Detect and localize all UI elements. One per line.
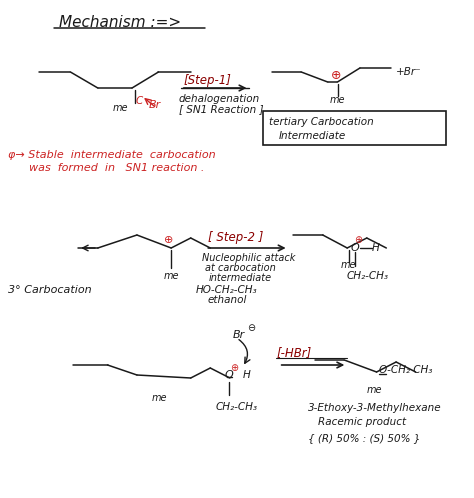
Text: O: O (225, 370, 234, 380)
Text: ⊕: ⊕ (230, 363, 238, 373)
Text: me: me (367, 385, 382, 395)
Text: [ Step-2 ]: [ Step-2 ] (209, 231, 264, 244)
FancyBboxPatch shape (263, 111, 446, 145)
Text: ⊕: ⊕ (354, 235, 362, 245)
Text: dehalogenation: dehalogenation (179, 94, 260, 104)
Text: H: H (372, 243, 379, 253)
Text: me: me (340, 260, 356, 270)
Text: Mechanism :=>: Mechanism :=> (59, 14, 181, 29)
Text: [-HBr]: [-HBr] (277, 347, 312, 360)
Text: me: me (112, 103, 128, 113)
Text: intermediate: intermediate (209, 273, 272, 283)
Text: tertiary Carbocation: tertiary Carbocation (269, 117, 374, 127)
Text: Br: Br (149, 100, 161, 110)
Text: Racemic product: Racemic product (318, 417, 406, 427)
Text: was  formed  in   SN1 reaction .: was formed in SN1 reaction . (29, 163, 205, 173)
Text: CH₂-CH₃: CH₂-CH₃ (215, 402, 257, 412)
Text: O-CH₂ CH₃: O-CH₂ CH₃ (380, 365, 433, 375)
Text: CH₂-CH₃: CH₂-CH₃ (346, 271, 388, 281)
Text: C: C (136, 96, 143, 106)
Text: +Br⁻: +Br⁻ (396, 67, 422, 77)
Text: Br: Br (233, 330, 245, 340)
Text: O: O (350, 243, 359, 253)
Text: 3-Ethoxy-3-Methylhexane: 3-Ethoxy-3-Methylhexane (308, 403, 442, 413)
Text: H: H (243, 370, 250, 380)
Text: 3° Carbocation: 3° Carbocation (8, 285, 91, 295)
Text: me: me (164, 271, 179, 281)
Text: HO-CH₂-CH₃: HO-CH₂-CH₃ (196, 285, 257, 295)
Text: ethanol: ethanol (207, 295, 247, 305)
Text: [ SN1 Reaction ]: [ SN1 Reaction ] (179, 104, 264, 114)
Text: ⊖: ⊖ (247, 323, 255, 333)
Text: ⊕: ⊕ (164, 235, 173, 245)
Text: Intermediate: Intermediate (279, 131, 346, 141)
Text: { (R) 50% : (S) 50% }: { (R) 50% : (S) 50% } (308, 433, 420, 443)
Text: ⊕: ⊕ (331, 69, 342, 82)
Text: me: me (329, 95, 345, 105)
Text: φ→ Stable  intermediate  carbocation: φ→ Stable intermediate carbocation (8, 150, 216, 160)
Text: [Step-1]: [Step-1] (184, 74, 232, 87)
Text: Nucleophilic attack: Nucleophilic attack (202, 253, 296, 263)
Text: at carbocation: at carbocation (205, 263, 276, 273)
Text: me: me (152, 393, 167, 403)
